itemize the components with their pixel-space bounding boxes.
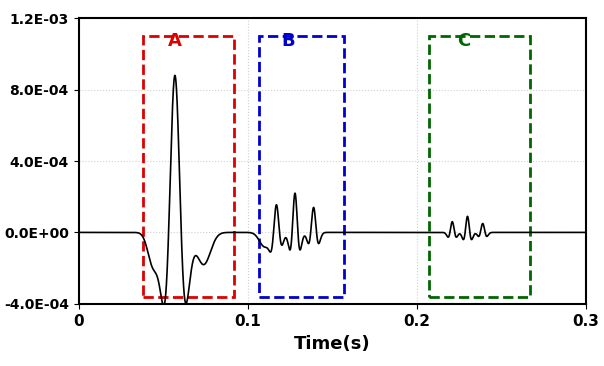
Text: C: C <box>457 33 471 51</box>
Bar <box>429 36 530 296</box>
Bar <box>260 36 344 296</box>
Bar <box>143 36 234 296</box>
Text: A: A <box>168 33 182 51</box>
X-axis label: Time(s): Time(s) <box>294 336 370 354</box>
Text: B: B <box>281 33 295 51</box>
